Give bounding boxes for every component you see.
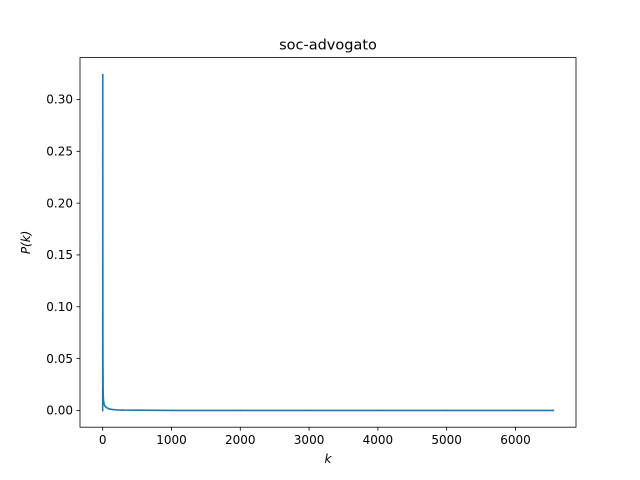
data-point: [445, 409, 448, 412]
x-tick-label: 2000: [225, 433, 256, 447]
data-point: [102, 386, 104, 389]
data-point: [514, 409, 517, 412]
x-tick-label: 0: [99, 433, 107, 447]
data-point: [107, 407, 110, 410]
data-point: [102, 285, 104, 287]
data-point: [103, 404, 106, 407]
axes-background: [80, 57, 576, 428]
x-tick-label: 6000: [500, 433, 531, 447]
data-point: [103, 403, 105, 405]
y-tick-label: 0.00: [46, 404, 73, 418]
y-tick-label: 0.15: [46, 248, 73, 262]
data-point: [112, 408, 114, 411]
data-point: [552, 409, 555, 412]
data-point: [239, 409, 242, 412]
x-tick-label: 1000: [156, 433, 187, 447]
data-point: [102, 368, 104, 370]
y-tick-label: 0.20: [46, 196, 73, 210]
y-axis-label: P(k): [19, 231, 33, 255]
data-point: [105, 406, 107, 409]
x-axis: 0 1000 2000 3000 4000 5000 6000: [99, 427, 531, 447]
x-tick-label: 3000: [294, 433, 325, 447]
data-point: [102, 394, 105, 396]
x-tick-label: 4000: [363, 433, 394, 447]
data-point: [377, 409, 379, 412]
data-point: [308, 409, 310, 412]
data-point: [102, 347, 104, 350]
data-point: [122, 409, 125, 411]
data-point: [102, 401, 105, 403]
axes-frame: [79, 57, 577, 428]
series-layer: [101, 73, 555, 412]
data-point: [101, 73, 104, 76]
data-point: [156, 409, 159, 412]
x-axis-label: k: [325, 452, 333, 466]
data-point: [115, 409, 118, 411]
x-tick-label: 5000: [431, 433, 462, 447]
y-tick-label: 0.25: [46, 144, 73, 158]
data-point: [102, 378, 104, 381]
data-point: [136, 409, 138, 412]
chart-title: soc-advogato: [279, 38, 377, 54]
y-tick-label: 0.10: [46, 300, 73, 314]
data-point: [102, 398, 105, 400]
data-point: [101, 409, 104, 412]
data-point: [108, 408, 111, 410]
plot-area: [79, 57, 577, 428]
data-point: [170, 409, 173, 412]
y-axis: 0.00 0.05 0.10 0.15 0.20 0.25 0.30: [46, 93, 80, 418]
y-tick-label: 0.30: [46, 93, 73, 107]
y-tick-label: 0.05: [46, 352, 73, 366]
